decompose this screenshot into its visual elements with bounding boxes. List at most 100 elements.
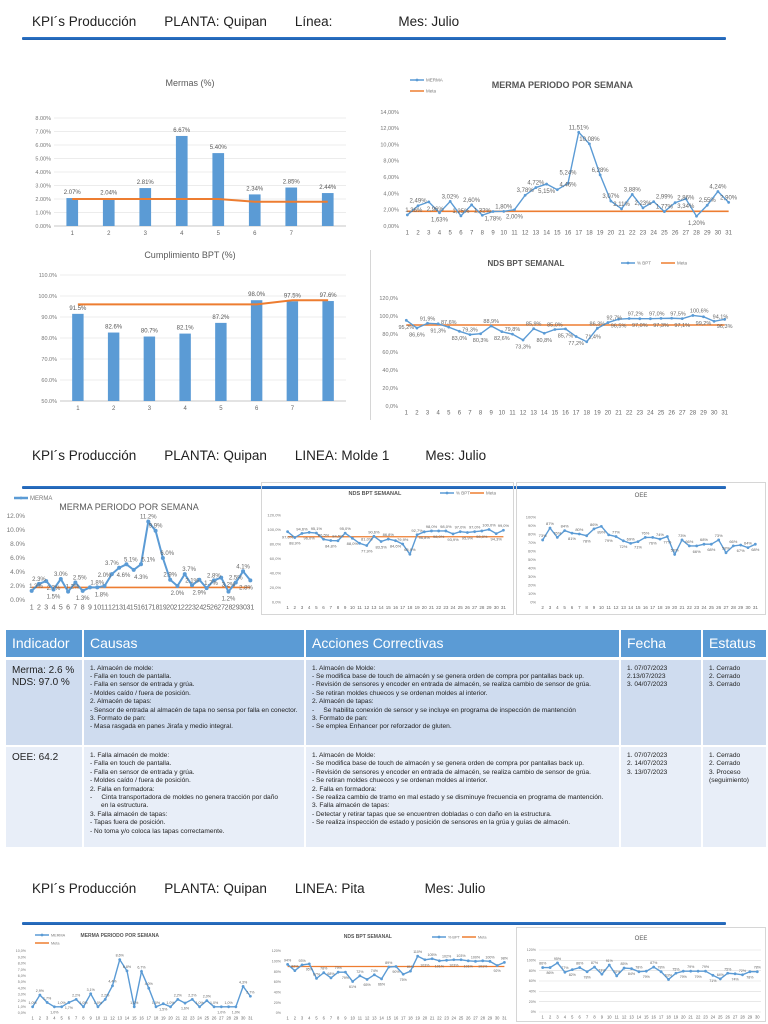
y-tick-label: 40,0% [270, 570, 282, 575]
x-tick-label: 30 [745, 605, 751, 610]
x-tick-label: 1 [286, 605, 289, 610]
data-point [741, 973, 744, 977]
x-tick-label: 16 [565, 231, 572, 237]
data-label: 4,24% [709, 184, 727, 190]
data-point [458, 530, 462, 534]
x-tick-label: 2 [549, 1015, 552, 1020]
section-header: KPI´s Producción PLANTA: Quipan Línea: Mes:… [32, 14, 487, 29]
data-label: 1,0% [130, 1001, 139, 1005]
x-tick-label: 20 [607, 231, 614, 237]
x-tick-label: 9 [593, 605, 596, 610]
data-label: 77% [561, 966, 569, 970]
report-title: KPI´s Producción [32, 448, 137, 463]
data-label: 95,9% [462, 535, 474, 540]
x-tick-label: 4 [564, 1015, 567, 1020]
data-label: 97.5% [284, 293, 302, 299]
x-tick-label: 30 [241, 1016, 246, 1021]
x-tick-label: 29 [704, 231, 711, 237]
data-point [404, 318, 408, 322]
data-label: 68% [700, 537, 708, 542]
data-label: 86% [590, 522, 598, 527]
y-tick-label: 7.00% [35, 129, 51, 135]
data-point [58, 577, 63, 581]
x-tick-label: 15 [552, 411, 559, 417]
data-point [630, 193, 634, 196]
data-point [755, 970, 759, 974]
data-point [401, 542, 405, 546]
data-point [592, 527, 596, 531]
data-point [641, 206, 645, 210]
data-point [60, 1005, 64, 1009]
data-point [511, 332, 514, 336]
legend-label: MERMA [426, 78, 443, 83]
data-label: 74% [656, 532, 664, 537]
x-tick-label: 13 [115, 605, 123, 612]
data-point [480, 213, 484, 217]
x-tick-label: 10 [599, 605, 605, 610]
data-point [139, 562, 143, 567]
data-point [680, 317, 684, 321]
data-label: 2.04% [100, 190, 118, 196]
x-tick-label: 3 [426, 411, 430, 417]
x-tick-label: 13 [621, 605, 627, 610]
data-point [495, 964, 499, 967]
data-point [563, 970, 567, 974]
x-tick-label: 1 [406, 231, 410, 237]
x-tick-label: 24 [451, 605, 457, 610]
x-tick-label: 12 [622, 1015, 627, 1020]
data-point [416, 204, 420, 208]
data-point [636, 540, 640, 544]
data-point [673, 201, 677, 205]
x-tick-label: 7 [290, 231, 294, 237]
data-label: 79% [687, 965, 695, 969]
chart-title: NDS BPT SEMANAL [349, 491, 403, 497]
data-point [673, 553, 677, 556]
data-point [38, 993, 42, 997]
data-label: 98,0% [433, 534, 445, 539]
data-point [140, 970, 143, 973]
data-label: 78% [754, 966, 762, 970]
data-point [563, 529, 567, 532]
x-tick-label: 8 [82, 1016, 85, 1021]
bar [212, 153, 225, 226]
x-tick-label: 14 [628, 605, 634, 610]
x-tick-label: 6 [322, 605, 325, 610]
data-label: 2.1% [185, 578, 199, 584]
x-tick-label: 10 [93, 605, 101, 612]
data-label: 84,8% [325, 544, 337, 549]
data-label: 1,80% [495, 204, 513, 210]
x-tick-label: 30 [715, 231, 722, 237]
x-tick-label: 21 [174, 605, 182, 612]
data-point [684, 197, 688, 201]
data-label: 97,0% [282, 535, 294, 540]
y-tick-label: 1.00% [35, 210, 51, 216]
data-point [336, 539, 340, 543]
y-tick-label: 70.0% [41, 357, 57, 363]
x-tick-label: 1 [71, 231, 75, 237]
data-point [336, 970, 340, 974]
x-tick-label: 23 [703, 1015, 708, 1020]
data-point [204, 586, 209, 591]
x-tick-label: 11 [509, 411, 516, 417]
data-label: 2,60% [463, 198, 481, 204]
x-tick-label: 29 [234, 1016, 239, 1021]
x-tick-label: 23 [636, 411, 643, 417]
data-point [394, 539, 397, 543]
data-label: 82% [569, 973, 577, 977]
data-point [111, 984, 114, 988]
y-tick-label: 5.00% [35, 156, 51, 162]
data-label: 2.3% [32, 577, 46, 583]
data-point [638, 317, 642, 321]
data-label: 2,2% [174, 993, 183, 997]
x-tick-label: 9 [344, 1016, 347, 1021]
data-point [599, 524, 603, 528]
data-label: 101% [478, 964, 488, 968]
data-label: 2.7% [47, 586, 61, 592]
data-label: 72% [356, 970, 364, 974]
data-point [408, 552, 412, 556]
x-tick-label: 6 [458, 411, 462, 417]
data-point [466, 531, 469, 534]
data-label: 1.2% [222, 597, 236, 603]
y-tick-label: 20,0% [270, 585, 282, 590]
divider [22, 922, 726, 925]
